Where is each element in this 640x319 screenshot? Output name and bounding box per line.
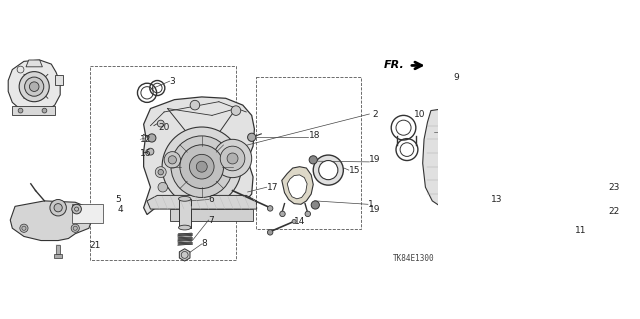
Circle shape [156,167,166,178]
Circle shape [220,146,245,171]
Circle shape [20,224,28,232]
Bar [256,77,361,229]
Circle shape [24,77,44,96]
Circle shape [50,199,67,216]
Ellipse shape [179,197,191,201]
Circle shape [19,71,49,102]
Text: 7: 7 [209,216,214,225]
Text: 3: 3 [170,77,175,86]
Text: 14: 14 [294,217,305,226]
Bar [518,227,565,260]
Ellipse shape [518,223,565,231]
Circle shape [305,211,310,217]
Bar [179,199,191,227]
Circle shape [171,136,232,197]
Polygon shape [12,107,54,115]
Text: 1: 1 [368,200,374,209]
Circle shape [454,114,470,130]
Text: 2: 2 [372,109,378,119]
Circle shape [213,139,252,178]
Text: 8: 8 [202,240,207,249]
Circle shape [319,160,338,180]
Polygon shape [54,75,63,85]
Circle shape [268,230,273,235]
Circle shape [147,148,154,155]
Text: 12: 12 [140,135,152,144]
Circle shape [280,211,285,217]
Text: FR.: FR. [384,61,405,70]
Circle shape [189,154,214,179]
Circle shape [231,106,241,115]
Circle shape [148,134,156,142]
Circle shape [168,156,177,164]
Circle shape [158,169,163,175]
Circle shape [248,133,256,141]
Bar [54,254,62,258]
Polygon shape [170,209,253,221]
Circle shape [190,100,200,110]
Text: 10: 10 [414,109,426,119]
Polygon shape [282,167,313,204]
Text: 20: 20 [159,122,170,131]
Text: 18: 18 [309,131,321,140]
Circle shape [311,201,319,209]
Text: 21: 21 [89,241,100,250]
Polygon shape [422,107,500,211]
Circle shape [458,118,467,126]
Text: 5: 5 [115,195,121,204]
Text: 19: 19 [369,205,381,214]
Polygon shape [26,60,42,67]
Polygon shape [147,196,257,209]
Bar [56,245,60,254]
Text: 19: 19 [369,155,381,164]
Text: TK84E1300: TK84E1300 [393,254,435,263]
Circle shape [309,156,317,164]
Text: 22: 22 [609,207,620,216]
Bar [460,199,470,206]
Circle shape [71,224,79,232]
Circle shape [29,82,39,92]
Circle shape [72,204,81,214]
Text: 13: 13 [491,195,502,204]
Bar [72,204,102,223]
Polygon shape [10,201,92,241]
Circle shape [292,219,296,223]
Polygon shape [179,249,190,261]
Circle shape [164,152,180,168]
Text: 9: 9 [454,73,460,82]
Text: 11: 11 [575,226,586,235]
Circle shape [158,182,168,192]
Polygon shape [143,97,255,215]
Text: 16: 16 [140,149,152,158]
Polygon shape [8,60,60,113]
Circle shape [570,197,579,206]
Circle shape [570,182,579,191]
Text: 17: 17 [267,183,278,192]
Text: 23: 23 [609,183,620,192]
Bar [90,66,236,260]
Circle shape [157,120,164,127]
Polygon shape [287,175,307,199]
Circle shape [268,206,273,211]
Circle shape [42,108,47,113]
Circle shape [180,145,223,189]
Ellipse shape [518,256,565,264]
Circle shape [162,127,241,206]
Text: 6: 6 [209,195,214,204]
Ellipse shape [179,225,191,230]
Circle shape [196,161,207,172]
Circle shape [227,153,238,164]
Circle shape [18,108,23,113]
Text: 4: 4 [118,204,124,214]
Circle shape [313,155,343,185]
Circle shape [54,204,62,212]
Text: 15: 15 [349,166,360,174]
